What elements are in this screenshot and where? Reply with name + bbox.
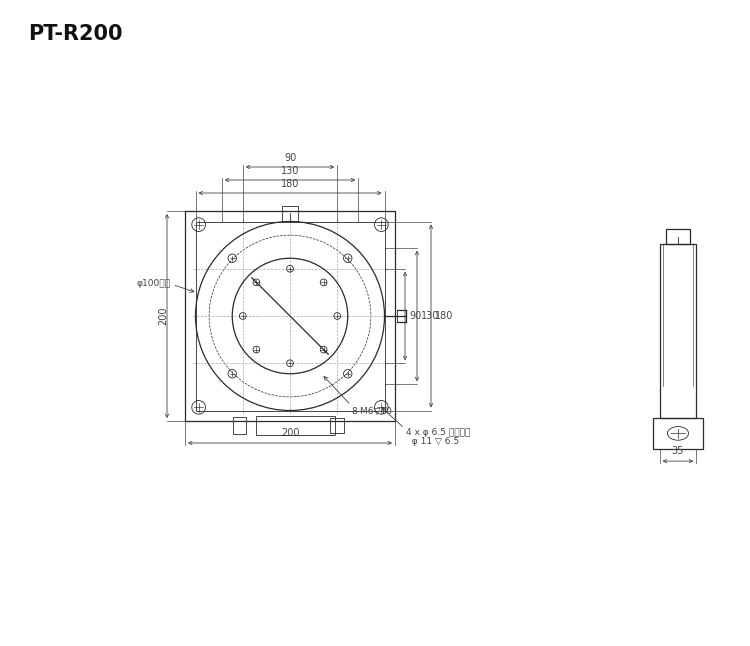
- Text: 130: 130: [421, 311, 440, 321]
- Bar: [331, 418, 344, 433]
- Text: 200: 200: [280, 428, 299, 438]
- Text: φ 11 ▽ 6.5: φ 11 ▽ 6.5: [406, 437, 460, 446]
- Text: 90: 90: [284, 153, 296, 163]
- Text: 200: 200: [158, 307, 168, 325]
- Bar: [652, 417, 704, 449]
- Bar: [281, 206, 298, 220]
- Bar: [256, 416, 334, 435]
- Bar: [196, 222, 385, 410]
- Bar: [185, 211, 395, 421]
- Text: 35: 35: [672, 446, 684, 456]
- Bar: [660, 244, 696, 417]
- Bar: [232, 417, 247, 433]
- Bar: [667, 229, 689, 244]
- Text: PT-R200: PT-R200: [28, 24, 122, 44]
- Text: 130: 130: [280, 166, 299, 176]
- Text: 180: 180: [280, 179, 299, 189]
- Text: 180: 180: [435, 311, 453, 321]
- Text: 8-M6▽10: 8-M6▽10: [351, 407, 392, 416]
- Text: φ100贯穿: φ100贯穿: [136, 279, 170, 288]
- Text: 90: 90: [409, 311, 422, 321]
- Text: 4 x φ 6.5 完全贯穿: 4 x φ 6.5 完全贯穿: [406, 428, 471, 437]
